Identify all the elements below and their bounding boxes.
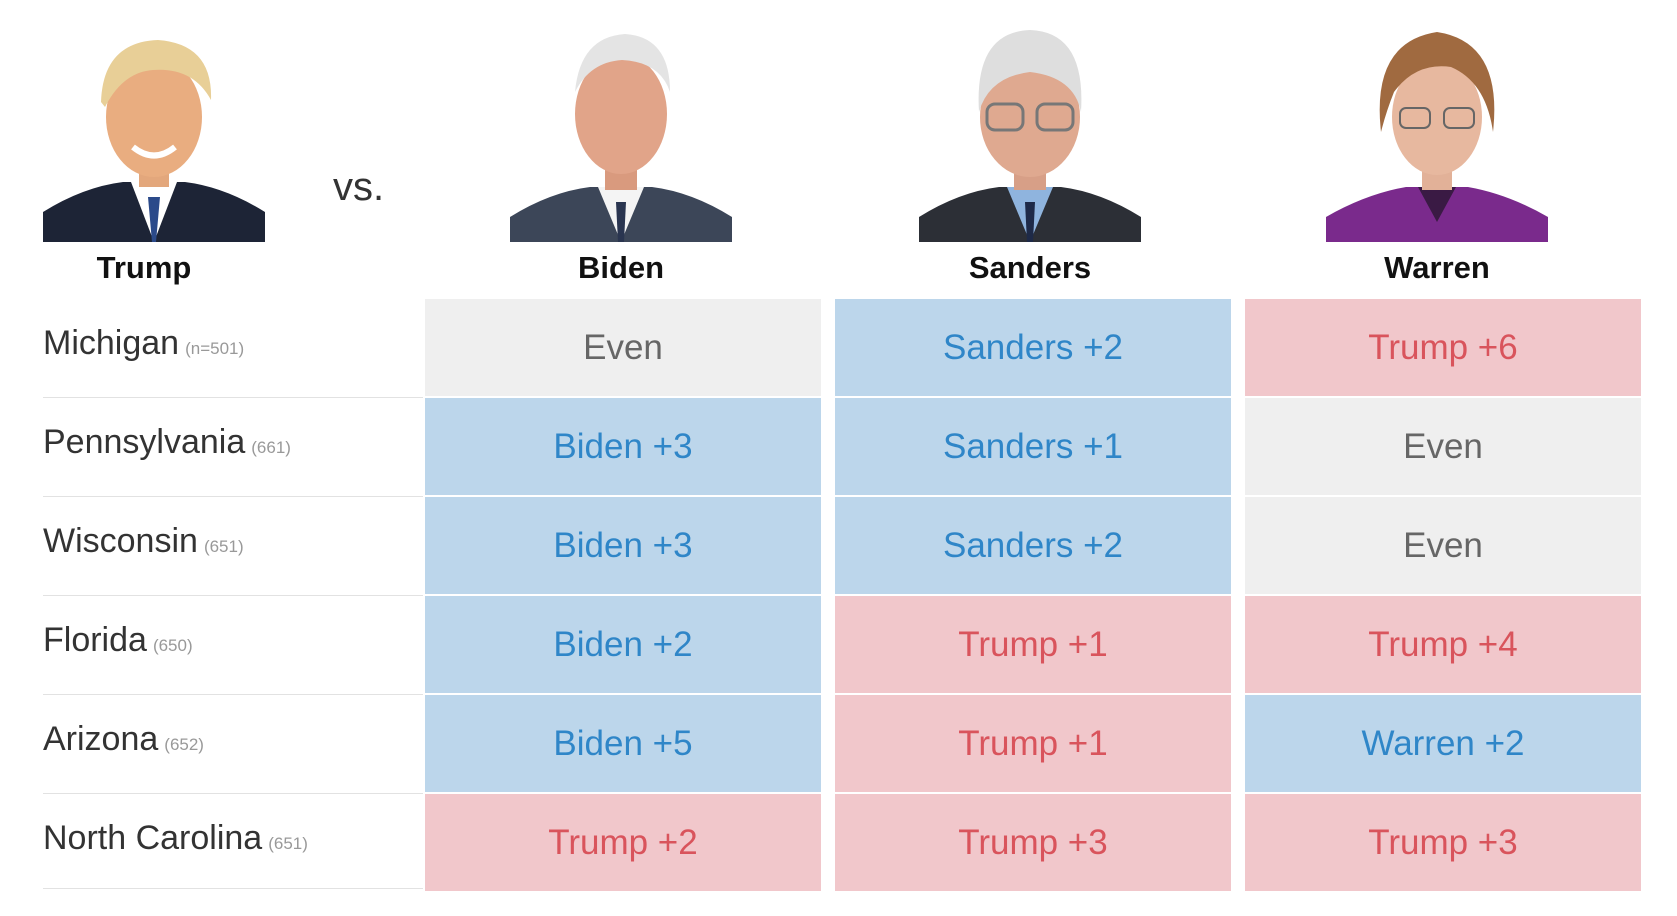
result-cell-rep: Trump +3 bbox=[835, 794, 1231, 891]
state-name: Michigan bbox=[43, 324, 180, 362]
sample-size: (650) bbox=[152, 636, 193, 655]
trump-portrait bbox=[43, 22, 265, 242]
state-name: Florida bbox=[43, 621, 147, 659]
result-cell-even: Even bbox=[425, 299, 821, 396]
result-cell-even: Even bbox=[1245, 497, 1641, 594]
row-divider bbox=[43, 496, 423, 497]
result-cell-rep: Trump +1 bbox=[835, 596, 1231, 693]
row-divider bbox=[43, 595, 423, 596]
result-cell-rep: Trump +2 bbox=[425, 794, 821, 891]
biden-portrait bbox=[510, 22, 732, 242]
result-cell-rep: Trump +1 bbox=[835, 695, 1231, 792]
vs-label: vs. bbox=[333, 165, 385, 209]
state-label: Michigan (n=501) bbox=[43, 324, 244, 363]
state-label: Pennsylvania (661) bbox=[43, 423, 291, 462]
result-cell-dem: Sanders +2 bbox=[835, 299, 1231, 396]
row-divider bbox=[43, 793, 423, 794]
result-cell-dem: Warren +2 bbox=[1245, 695, 1641, 792]
result-cell-dem: Biden +3 bbox=[425, 497, 821, 594]
state-name: Arizona bbox=[43, 720, 159, 758]
warren-portrait bbox=[1326, 22, 1548, 242]
result-cell-rep: Trump +6 bbox=[1245, 299, 1641, 396]
table-bottom-divider bbox=[43, 888, 423, 889]
result-cell-dem: Sanders +2 bbox=[835, 497, 1231, 594]
challenger-name-sanders: Sanders bbox=[968, 250, 1092, 285]
result-cell-rep: Trump +4 bbox=[1245, 596, 1641, 693]
result-cell-even: Even bbox=[1245, 398, 1641, 495]
state-label: Wisconsin (651) bbox=[43, 522, 244, 561]
challenger-name-biden: Biden bbox=[577, 250, 665, 285]
incumbent-name: Trump bbox=[96, 250, 192, 285]
state-name: North Carolina bbox=[43, 819, 263, 857]
row-divider bbox=[43, 694, 423, 695]
result-cell-dem: Sanders +1 bbox=[835, 398, 1231, 495]
sample-size: (651) bbox=[268, 834, 308, 853]
state-label: Arizona (652) bbox=[43, 720, 204, 759]
state-label: Florida (650) bbox=[43, 621, 193, 660]
result-cell-dem: Biden +2 bbox=[425, 596, 821, 693]
sample-size: (661) bbox=[251, 438, 291, 457]
result-cell-dem: Biden +5 bbox=[425, 695, 821, 792]
row-divider bbox=[43, 397, 423, 398]
sample-size: (n=501) bbox=[185, 339, 245, 358]
state-name: Pennsylvania bbox=[43, 423, 246, 461]
challenger-name-warren: Warren bbox=[1384, 250, 1490, 285]
state-label: North Carolina (651) bbox=[43, 819, 308, 858]
sample-size: (652) bbox=[164, 735, 204, 754]
sample-size: (651) bbox=[203, 537, 244, 556]
result-cell-dem: Biden +3 bbox=[425, 398, 821, 495]
result-cell-rep: Trump +3 bbox=[1245, 794, 1641, 891]
sanders-portrait bbox=[919, 22, 1141, 242]
state-name: Wisconsin bbox=[43, 522, 198, 560]
